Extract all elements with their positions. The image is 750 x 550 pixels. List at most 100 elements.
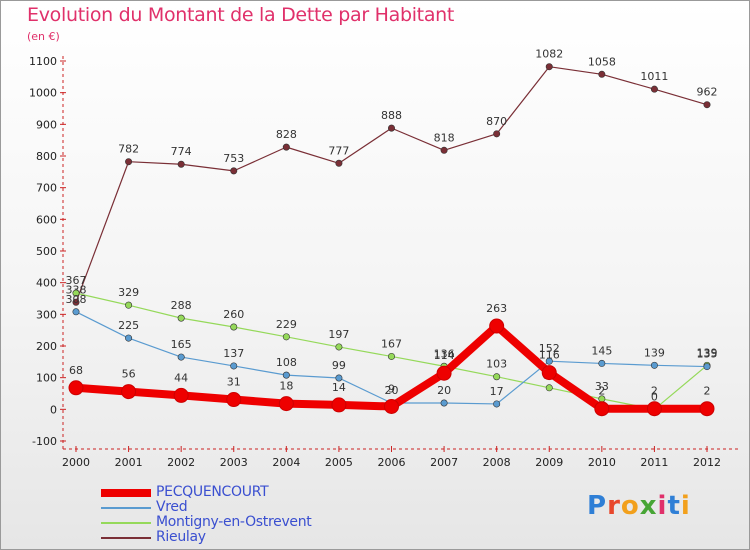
data-point-pecquencourt xyxy=(226,392,242,408)
data-point-rieulay xyxy=(125,158,133,166)
data-label-vred: 139 xyxy=(644,346,665,359)
data-point-montigny-en-ostrevent xyxy=(545,384,553,392)
data-label-montigny-en-ostrevent: 33 xyxy=(595,380,609,393)
data-label-rieulay: 777 xyxy=(328,144,349,157)
unit-label: (en €) xyxy=(27,30,60,43)
data-point-rieulay xyxy=(440,146,448,154)
data-label-pecquencourt: 9 xyxy=(388,382,395,395)
logo-letter: o xyxy=(620,491,640,521)
legend-swatch xyxy=(101,537,151,539)
legend-swatch xyxy=(101,522,151,524)
data-point-pecquencourt xyxy=(646,401,662,417)
data-point-montigny-en-ostrevent xyxy=(177,314,185,322)
data-point-pecquencourt xyxy=(278,396,294,412)
data-label-rieulay: 1058 xyxy=(588,55,616,68)
logo-letter: r xyxy=(607,491,621,521)
data-label-pecquencourt: 14 xyxy=(332,381,346,394)
data-label-vred: 165 xyxy=(171,338,192,351)
data-point-pecquencourt xyxy=(173,387,189,403)
logo-letter: t xyxy=(667,491,681,521)
legend-label: PECQUENCOURT xyxy=(156,484,269,500)
data-label-pecquencourt: 263 xyxy=(486,302,507,315)
data-label-pecquencourt: 114 xyxy=(434,349,455,362)
data-label-pecquencourt: 2 xyxy=(704,385,711,398)
x-tick-label: 2012 xyxy=(693,456,721,469)
data-label-montigny-en-ostrevent: 136 xyxy=(434,347,455,360)
data-point-pecquencourt xyxy=(331,397,347,413)
legend-label: Rieulay xyxy=(156,529,206,545)
legend-swatch xyxy=(101,507,151,509)
data-label-pecquencourt: 44 xyxy=(174,371,188,384)
data-point-vred xyxy=(125,334,133,342)
chart-title: Evolution du Montant de la Dette par Hab… xyxy=(27,4,455,26)
data-label-montigny-en-ostrevent: 103 xyxy=(486,358,507,371)
data-label-pecquencourt: 116 xyxy=(539,349,560,362)
data-point-rieulay xyxy=(282,143,290,151)
logo-letter: i xyxy=(657,491,668,521)
y-tick-label: 400 xyxy=(36,277,57,290)
data-point-montigny-en-ostrevent xyxy=(125,301,133,309)
x-tick-label: 2009 xyxy=(535,456,563,469)
x-tick-label: 2005 xyxy=(325,456,353,469)
data-label-rieulay: 962 xyxy=(697,86,718,99)
data-point-pecquencourt xyxy=(121,384,137,400)
data-label-montigny-en-ostrevent: 260 xyxy=(223,308,244,321)
x-tick-label: 2010 xyxy=(588,456,616,469)
data-label-rieulay: 753 xyxy=(223,152,244,165)
data-label-montigny-en-ostrevent: 197 xyxy=(328,328,349,341)
data-point-montigny-en-ostrevent xyxy=(387,352,395,360)
x-tick-label: 2001 xyxy=(115,456,143,469)
data-label-vred: 145 xyxy=(591,344,612,357)
data-label-vred: 20 xyxy=(385,384,399,397)
logo-letter: P xyxy=(587,491,608,521)
data-point-rieulay xyxy=(650,85,658,93)
logo-letter: x xyxy=(639,491,658,521)
y-tick-label: 600 xyxy=(36,213,57,226)
y-tick-label: 200 xyxy=(36,340,57,353)
data-label-vred: 225 xyxy=(118,319,139,332)
data-label-montigny-en-ostrevent: 288 xyxy=(171,299,192,312)
data-point-rieulay xyxy=(387,124,395,132)
data-label-montigny-en-ostrevent: 139 xyxy=(697,346,718,359)
data-point-montigny-en-ostrevent xyxy=(335,343,343,351)
y-tick-label: -100 xyxy=(32,435,57,448)
data-point-pecquencourt xyxy=(541,365,557,381)
data-point-rieulay xyxy=(230,167,238,175)
data-label-montigny-en-ostrevent: 367 xyxy=(66,274,87,287)
y-tick-label: 500 xyxy=(36,245,57,258)
data-label-montigny-en-ostrevent: 0 xyxy=(651,390,658,403)
y-tick-label: 100 xyxy=(36,372,57,385)
data-point-rieulay xyxy=(703,101,711,109)
y-tick-label: 700 xyxy=(36,182,57,195)
data-label-pecquencourt: 2 xyxy=(651,385,658,398)
data-point-pecquencourt xyxy=(489,318,505,334)
data-label-rieulay: 818 xyxy=(434,131,455,144)
data-label-montigny-en-ostrevent: 229 xyxy=(276,318,297,331)
legend-label: Montigny-en-Ostrevent xyxy=(156,514,312,530)
data-label-vred: 99 xyxy=(332,359,346,372)
data-label-vred: 108 xyxy=(276,356,297,369)
data-label-rieulay: 870 xyxy=(486,115,507,128)
data-label-vred: 17 xyxy=(490,385,504,398)
data-label-rieulay: 782 xyxy=(118,143,139,156)
data-label-montigny-en-ostrevent: 167 xyxy=(381,337,402,350)
x-tick-label: 2008 xyxy=(483,456,511,469)
data-point-vred xyxy=(545,357,553,365)
logo-letter: i xyxy=(680,491,691,521)
x-tick-label: 2002 xyxy=(167,456,195,469)
data-label-pecquencourt: 56 xyxy=(122,368,136,381)
data-point-pecquencourt xyxy=(436,365,452,381)
data-label-vred: 137 xyxy=(223,347,244,360)
data-point-vred xyxy=(282,371,290,379)
x-tick-label: 2000 xyxy=(62,456,90,469)
data-point-rieulay xyxy=(177,160,185,168)
data-point-pecquencourt xyxy=(384,398,399,414)
data-point-rieulay xyxy=(545,63,553,71)
data-point-rieulay xyxy=(493,130,501,138)
data-point-pecquencourt xyxy=(68,380,84,396)
data-label-rieulay: 888 xyxy=(381,109,402,122)
data-point-vred xyxy=(72,308,80,316)
data-point-vred xyxy=(230,362,238,370)
